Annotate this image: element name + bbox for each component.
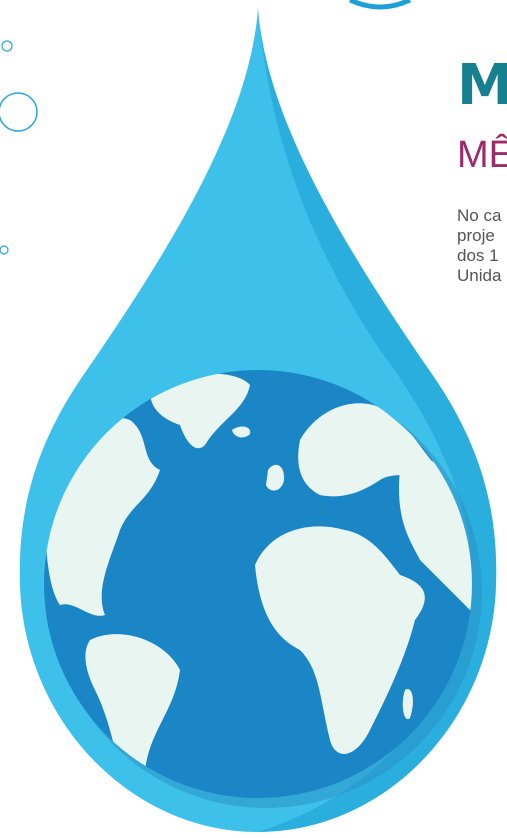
- drop-shade: [258, 8, 497, 832]
- land: [150, 373, 250, 449]
- land: [266, 464, 285, 491]
- bubble: [1, 40, 13, 52]
- land: [255, 526, 425, 754]
- bubble: [0, 245, 9, 255]
- paragraph-line: dos 1: [457, 246, 499, 265]
- top-arc: [348, 0, 412, 10]
- heading: M: [457, 53, 507, 118]
- land: [232, 426, 251, 438]
- subheading: MÊ: [457, 134, 507, 176]
- paragraph-line: No ca: [457, 206, 502, 225]
- paragraph: No ca proje dos 1 Unida: [457, 206, 501, 286]
- paragraph-line: proje: [457, 226, 495, 245]
- bubble: [0, 92, 38, 132]
- land: [402, 689, 413, 720]
- paragraph-line: Unida: [457, 266, 502, 285]
- land: [85, 634, 180, 798]
